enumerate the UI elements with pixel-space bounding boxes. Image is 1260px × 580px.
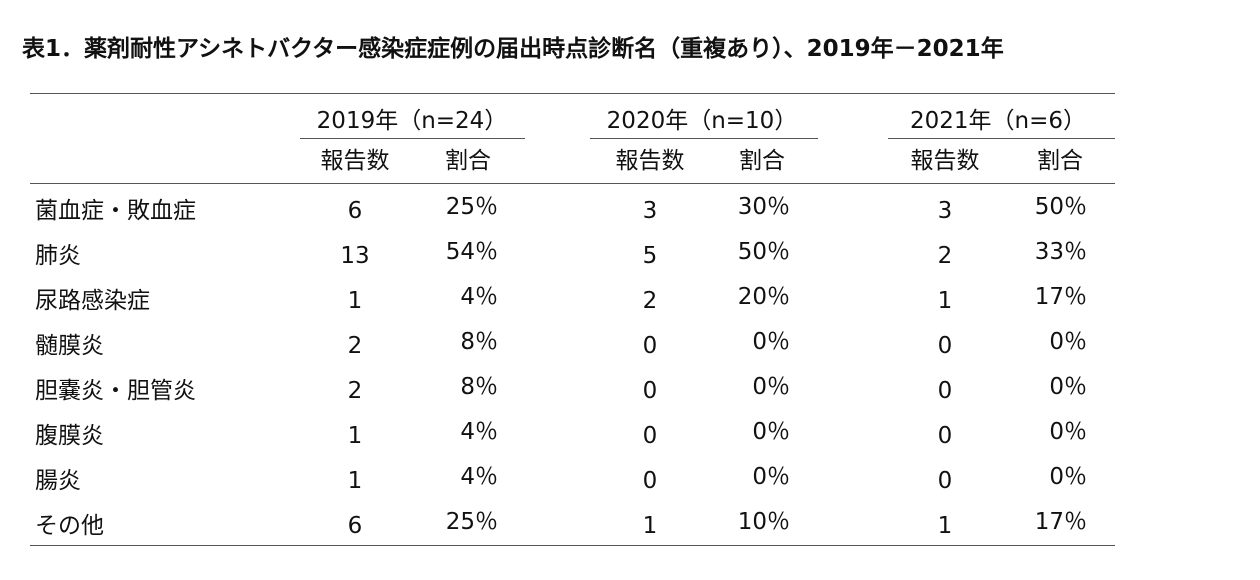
count-cell: 1 [347, 423, 363, 449]
percent-cell: 0％ [752, 419, 790, 445]
count-cell: 1 [642, 513, 658, 539]
percent-cell: 50％ [737, 239, 790, 265]
percent-cell: 10％ [737, 509, 790, 535]
table-title: 表1．薬剤耐性アシネトバクター感染症症例の届出時点診断名（重複あり）、2019年… [22, 36, 1004, 62]
column-header: 割合 [445, 148, 491, 174]
count-cell: 5 [642, 243, 658, 269]
row-label: 肺炎 [35, 243, 81, 269]
percent-cell: 8％ [460, 374, 498, 400]
count-cell: 0 [642, 468, 658, 494]
percent-cell: 25％ [445, 509, 498, 535]
count-cell: 3 [642, 198, 658, 224]
percent-cell: 0％ [752, 329, 790, 355]
percent-cell: 0％ [752, 374, 790, 400]
row-label: 尿路感染症 [35, 288, 150, 314]
column-header: 報告数 [615, 148, 685, 174]
count-cell: 2 [347, 378, 363, 404]
count-cell: 0 [937, 333, 953, 359]
bottom-rule [30, 545, 1115, 546]
percent-cell: 0％ [1049, 419, 1087, 445]
count-cell: 2 [347, 333, 363, 359]
group-rule [888, 138, 1115, 139]
row-label: 髄膜炎 [35, 333, 104, 359]
percent-cell: 4％ [460, 284, 498, 310]
count-cell: 2 [642, 288, 658, 314]
group-header: 2019年（n=24） [316, 108, 508, 134]
percent-cell: 25％ [445, 194, 498, 220]
count-cell: 2 [937, 243, 953, 269]
count-cell: 0 [937, 468, 953, 494]
column-header: 報告数 [910, 148, 980, 174]
column-header: 割合 [739, 148, 785, 174]
percent-cell: 0％ [752, 464, 790, 490]
count-cell: 1 [937, 288, 953, 314]
percent-cell: 54％ [445, 239, 498, 265]
group-header: 2021年（n=6） [909, 108, 1087, 134]
row-label: 菌血症・敗血症 [35, 198, 196, 224]
count-cell: 0 [642, 378, 658, 404]
count-cell: 6 [347, 513, 363, 539]
count-cell: 0 [937, 423, 953, 449]
count-cell: 1 [347, 288, 363, 314]
header-rule [30, 183, 1115, 184]
row-label: 胆嚢炎・胆管炎 [35, 378, 196, 404]
count-cell: 0 [642, 333, 658, 359]
count-cell: 1 [937, 513, 953, 539]
percent-cell: 4％ [460, 464, 498, 490]
row-label: 腸炎 [35, 468, 81, 494]
row-label: その他 [35, 513, 104, 539]
count-cell: 13 [340, 243, 370, 269]
count-cell: 1 [347, 468, 363, 494]
percent-cell: 0％ [1049, 374, 1087, 400]
percent-cell: 33％ [1034, 239, 1087, 265]
count-cell: 0 [937, 378, 953, 404]
group-rule [590, 138, 818, 139]
column-header: 割合 [1037, 148, 1083, 174]
percent-cell: 20％ [737, 284, 790, 310]
percent-cell: 0％ [1049, 464, 1087, 490]
percent-cell: 30％ [737, 194, 790, 220]
count-cell: 0 [642, 423, 658, 449]
count-cell: 6 [347, 198, 363, 224]
count-cell: 3 [937, 198, 953, 224]
percent-cell: 0％ [1049, 329, 1087, 355]
row-label: 腹膜炎 [35, 423, 104, 449]
percent-cell: 4％ [460, 419, 498, 445]
top-rule [30, 93, 1115, 94]
percent-cell: 17％ [1034, 509, 1087, 535]
percent-cell: 50％ [1034, 194, 1087, 220]
column-header: 報告数 [320, 148, 390, 174]
percent-cell: 8％ [460, 329, 498, 355]
group-rule [300, 138, 525, 139]
percent-cell: 17％ [1034, 284, 1087, 310]
group-header: 2020年（n=10） [606, 108, 798, 134]
